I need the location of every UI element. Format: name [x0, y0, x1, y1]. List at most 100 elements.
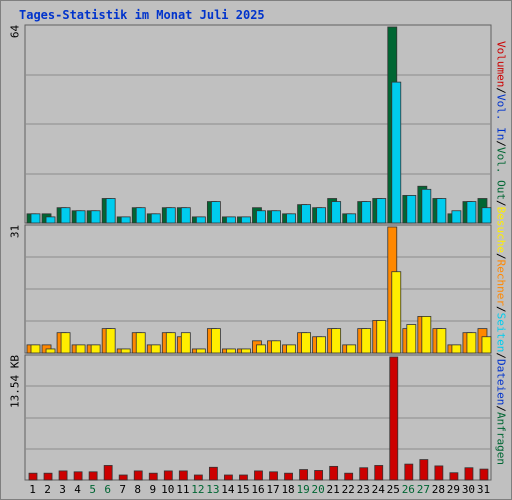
- bar-seiten-day-9: [150, 213, 161, 224]
- bar-volumen-day-13: [208, 466, 218, 481]
- x-tick-label-day-28: 28: [432, 483, 445, 496]
- bar-volumen-day-30: [464, 467, 474, 481]
- bar-besuche-day-7: [120, 348, 131, 354]
- x-tick-label-day-19: 19: [296, 483, 309, 496]
- bar-seiten-day-19: [301, 204, 311, 224]
- bar-volumen-day-10: [163, 470, 173, 481]
- bar-besuche-day-19: [301, 332, 311, 354]
- bar-besuche-day-28: [436, 328, 447, 354]
- x-tick-label-day-13: 13: [206, 483, 219, 496]
- bar-volumen-day-29: [449, 472, 459, 481]
- bar-volumen-day-21: [329, 465, 339, 481]
- bar-besuche-day-12: [195, 348, 206, 354]
- bar-besuche-day-20: [316, 336, 327, 354]
- bar-seiten-day-31: [481, 207, 492, 224]
- bar-seiten-day-7: [120, 216, 131, 224]
- bar-seiten-day-18: [286, 213, 296, 224]
- x-tick-label-day-12: 12: [191, 483, 204, 496]
- bar-volumen-day-11: [178, 470, 188, 481]
- bar-volumen-day-23: [359, 467, 369, 481]
- x-tick-label-day-29: 29: [447, 483, 460, 496]
- bar-besuche-day-22: [346, 344, 357, 354]
- legend-separator: /: [494, 200, 508, 207]
- x-tick-label-day-24: 24: [372, 483, 386, 496]
- legend-anfragen: Anfragen: [494, 411, 508, 465]
- bar-besuche-day-23: [361, 328, 372, 354]
- bar-volumen-day-17: [269, 471, 278, 481]
- bar-besuche-day-31: [481, 336, 492, 354]
- bar-volumen-day-24: [374, 465, 384, 481]
- bar-volumen-day-28: [434, 465, 444, 481]
- legend-rechner: Rechner: [494, 259, 508, 306]
- x-tick-label-day-9: 9: [149, 483, 156, 496]
- x-tick-label-day-14: 14: [221, 483, 235, 496]
- bar-volumen-day-27: [419, 459, 429, 481]
- chart-title: Tages-Statistik im Monat Juli 2025: [19, 8, 265, 22]
- top-panel-max-label: 64: [8, 24, 22, 39]
- bar-seiten-day-3: [60, 207, 71, 224]
- bar-besuche-day-30: [466, 332, 477, 354]
- bar-seiten-day-6: [105, 198, 116, 224]
- bar-seiten-day-22: [346, 213, 357, 224]
- x-tick-label-day-8: 8: [134, 483, 141, 496]
- bar-volumen-day-4: [73, 471, 83, 481]
- legend-separator: /: [494, 305, 508, 313]
- legend-vol-out: Vol. Out: [494, 147, 508, 201]
- bar-besuche-day-24: [376, 320, 387, 354]
- legend-separator: /: [494, 87, 508, 95]
- x-tick-label-day-20: 20: [312, 483, 325, 496]
- bar-volumen-day-31: [479, 468, 489, 481]
- legend-vol-in: Vol. In: [494, 94, 508, 141]
- bar-besuche-day-2: [45, 348, 56, 354]
- legend-separator: /: [494, 405, 508, 412]
- x-tick-label-day-23: 23: [357, 483, 370, 496]
- bar-volumen-day-12: [193, 474, 203, 481]
- bar-volumen-day-7: [118, 474, 128, 481]
- bar-seiten-day-26: [406, 195, 417, 224]
- bar-besuche-day-8: [135, 332, 146, 354]
- bar-besuche-day-25: [391, 271, 402, 354]
- bar-seiten-day-12: [195, 216, 206, 224]
- bar-seiten-day-10: [165, 207, 176, 224]
- series-legend: Volumen/Vol. In/Vol. Out/Besuche/Rechner…: [495, 41, 508, 465]
- bar-seiten-day-27: [421, 188, 432, 224]
- bar-volumen-day-6: [103, 465, 113, 481]
- x-tick-label-day-15: 15: [236, 483, 249, 496]
- bar-seiten-day-23: [361, 201, 372, 224]
- bar-volumen-day-1: [28, 472, 38, 481]
- bar-seiten-day-21: [331, 201, 342, 224]
- bar-besuche-day-15: [241, 348, 251, 354]
- bar-besuche-day-26: [406, 324, 417, 354]
- bar-volumen-day-22: [344, 472, 354, 481]
- bar-volumen-day-16: [254, 470, 263, 481]
- bar-besuche-day-4: [75, 344, 86, 354]
- x-tick-label-day-25: 25: [387, 483, 400, 496]
- bar-volumen-day-2: [43, 472, 53, 481]
- x-tick-label-day-10: 10: [161, 483, 174, 496]
- legend-separator: /: [494, 252, 508, 260]
- x-tick-label-day-7: 7: [119, 483, 126, 496]
- x-tick-label-day-17: 17: [266, 483, 279, 496]
- bar-seiten-day-20: [316, 207, 327, 224]
- bar-seiten-day-30: [466, 201, 477, 224]
- x-tick-label-day-6: 6: [104, 483, 111, 496]
- bar-volumen-day-9: [148, 472, 158, 481]
- x-tick-label-day-30: 30: [462, 483, 475, 496]
- bar-volumen-day-8: [133, 470, 143, 481]
- x-tick-label-day-18: 18: [281, 483, 294, 496]
- bar-volumen-day-25: [389, 356, 399, 481]
- bar-besuche-day-13: [210, 328, 221, 354]
- bar-besuche-day-6: [105, 328, 116, 354]
- legend-besuche: Besuche: [494, 206, 508, 253]
- legend-dateien: Dateien: [494, 358, 508, 406]
- x-tick-label-day-16: 16: [251, 483, 264, 496]
- x-tick-label-day-27: 27: [417, 483, 430, 496]
- bar-seiten-day-2: [45, 216, 56, 224]
- legend-seiten: Seiten: [494, 312, 508, 353]
- bar-besuche-day-10: [165, 332, 176, 354]
- bar-volumen-day-15: [239, 474, 248, 481]
- mid-panel-max-label: 31: [8, 224, 22, 239]
- x-tick-label-day-5: 5: [89, 483, 96, 496]
